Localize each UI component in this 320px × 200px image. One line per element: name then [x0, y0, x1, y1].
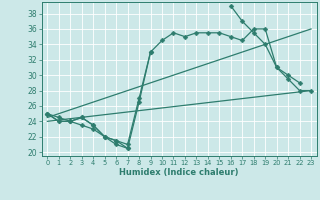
X-axis label: Humidex (Indice chaleur): Humidex (Indice chaleur) [119, 168, 239, 177]
